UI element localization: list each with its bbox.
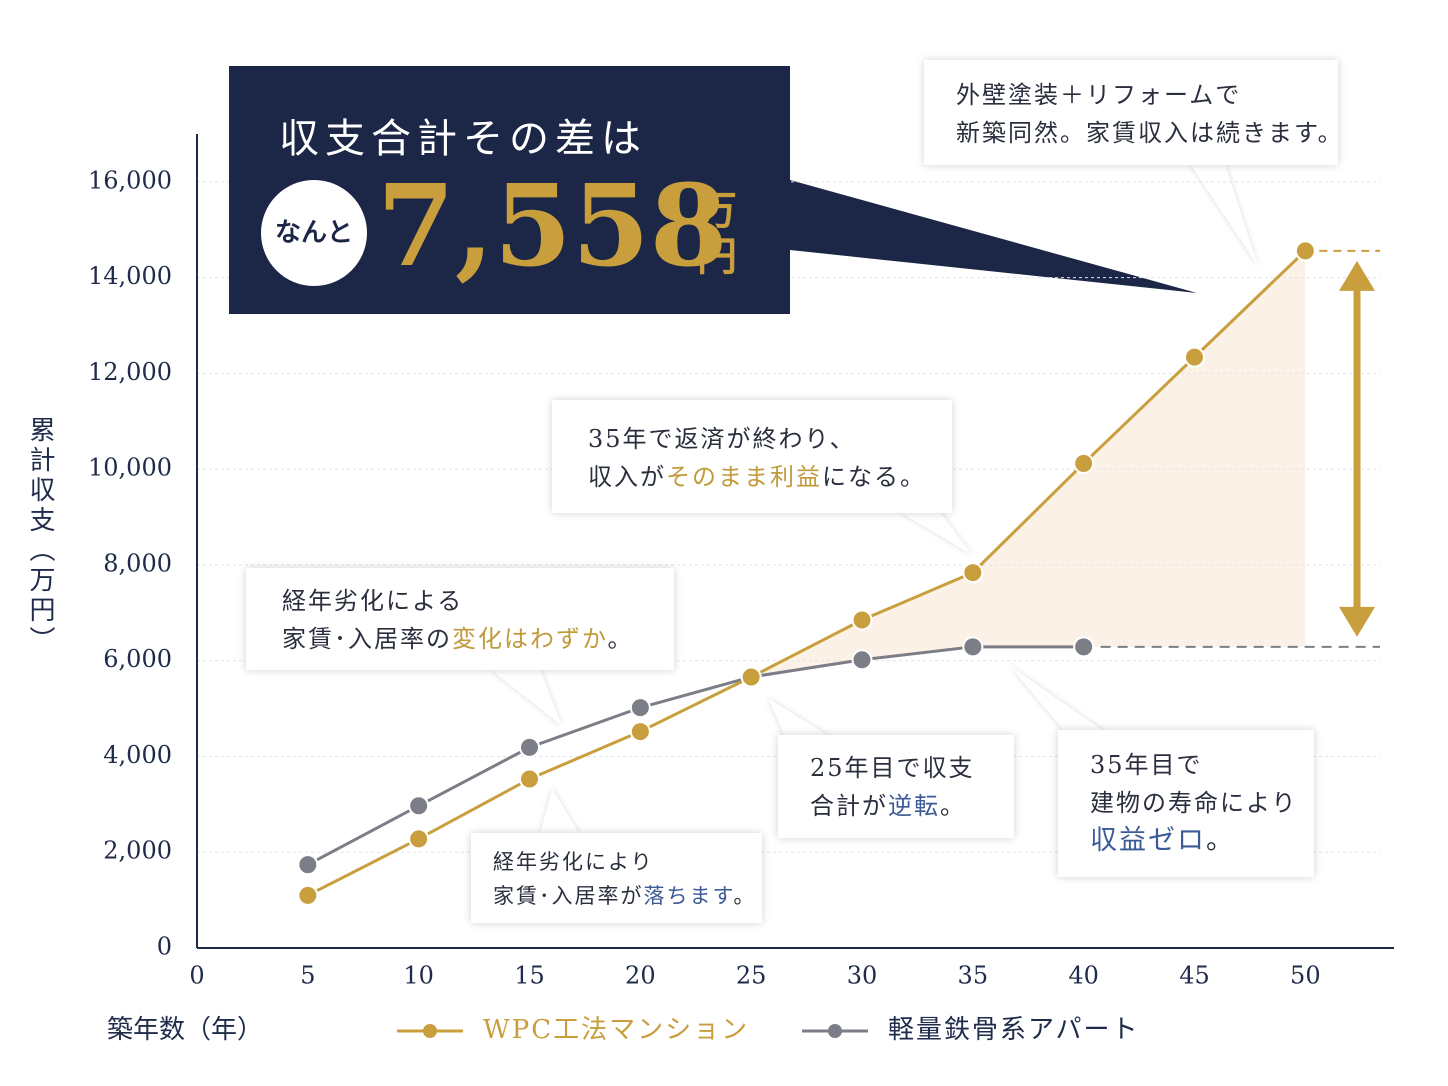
highlight: 変化はわずか: [452, 625, 608, 653]
y-tick-label: 6,000: [103, 645, 172, 673]
data-point: [297, 854, 319, 876]
text: 25年目で収支: [810, 754, 975, 782]
y-tick-label: 10,000: [88, 454, 172, 482]
x-tick-label: 0: [189, 962, 204, 990]
data-point: [408, 828, 430, 850]
callout-wedge: [790, 180, 1197, 293]
data-point: [962, 636, 984, 658]
line: 合計が逆転。: [810, 787, 1014, 825]
text: 。: [733, 884, 757, 908]
callout-tails: [490, 164, 1258, 835]
line: 経年劣化による: [282, 582, 674, 620]
headline-prefix: なんと: [261, 180, 367, 286]
series-line: [307, 645, 1084, 867]
data-point: [629, 721, 651, 743]
arrow-head: [1339, 260, 1375, 291]
x-tick-label: 35: [958, 962, 989, 990]
x-tick-label: 5: [300, 962, 315, 990]
highlight: 逆転: [888, 792, 940, 820]
text: 35年目で: [1090, 751, 1203, 779]
data-point: [1294, 240, 1316, 262]
text: 収入が: [588, 463, 666, 491]
data-point: [297, 884, 319, 906]
text: 。: [1206, 825, 1235, 856]
y-tick-label: 0: [157, 933, 172, 961]
y-tick-label: 2,000: [103, 837, 172, 865]
highlight: 収益ゼロ: [1090, 825, 1206, 856]
annotation: 35年で返済が終わり、 収入がそのまま利益になる。: [552, 400, 952, 513]
text: 経年劣化による: [282, 587, 464, 615]
gap-area: [751, 250, 1306, 677]
annotation: 経年劣化により 家賃･入居率が落ちます。: [471, 833, 762, 923]
y-tick-label: 16,000: [88, 166, 172, 194]
x-tick-label: 40: [1068, 962, 1099, 990]
x-tick-label: 20: [625, 962, 656, 990]
y-tick-label: 12,000: [88, 358, 172, 386]
text: 経年劣化により: [493, 850, 654, 874]
y-tick-label: 14,000: [88, 262, 172, 290]
text: 家賃･入居率の: [282, 625, 452, 653]
x-tick-label: 15: [514, 962, 545, 990]
y-axis-label: 累計収支（万円）: [25, 416, 55, 656]
line: 35年で返済が終わり、: [588, 420, 952, 458]
headline-unit: 万円: [697, 187, 737, 280]
highlight: そのまま利益: [666, 463, 822, 491]
data-point: [519, 768, 540, 790]
data-point: [851, 649, 873, 671]
line: 建物の寿命により: [1090, 784, 1314, 822]
data-point: [1073, 636, 1095, 658]
line: 外壁塗装＋リフォームで: [956, 76, 1338, 114]
data-point: [962, 562, 984, 584]
x-tick-label: 50: [1290, 962, 1321, 990]
headline-box: 収支合計その差は なんと 7,558 万円: [229, 66, 790, 314]
line: 収入がそのまま利益になる。: [588, 458, 952, 496]
data-point: [519, 736, 540, 758]
annotation: 25年目で収支 合計が逆転。: [778, 735, 1014, 838]
legend-dot: [828, 1024, 842, 1038]
series-line: [307, 249, 1307, 897]
data-point: [629, 697, 651, 719]
text: 新築同然。家賃収入は続きます。: [956, 119, 1344, 147]
data-point: [851, 609, 873, 631]
line: 家賃･入居率の変化はわずか。: [282, 620, 674, 658]
x-tick-label: 25: [736, 962, 767, 990]
legend-label: 軽量鉄骨系アパート: [888, 1015, 1139, 1045]
text: になる。: [822, 463, 926, 491]
data-point: [1073, 452, 1095, 474]
line: 25年目で収支: [810, 749, 1014, 787]
y-tick-label: 4,000: [103, 741, 172, 769]
text: 家賃･入居率が: [493, 884, 644, 908]
text: 。: [940, 792, 966, 820]
legend-label: WPC工法マンション: [483, 1015, 749, 1045]
text: 建物の寿命により: [1090, 789, 1298, 817]
line: 新築同然。家賃収入は続きます。: [956, 114, 1342, 152]
line: 35年目で: [1090, 746, 1314, 784]
x-tick-label: 10: [403, 962, 434, 990]
arrow-head: [1339, 606, 1375, 637]
x-tick-label: 30: [847, 962, 878, 990]
annotation: 外壁塗装＋リフォームで 新築同然。家賃収入は続きます。: [924, 60, 1342, 165]
highlight: 落ちます: [643, 884, 734, 908]
x-tick-label: 45: [1179, 962, 1210, 990]
data-point: [740, 666, 762, 688]
legend-dot: [423, 1024, 437, 1038]
y-tick-label: 8,000: [103, 549, 172, 577]
line: 家賃･入居率が落ちます。: [493, 879, 762, 913]
text: 外壁塗装＋リフォームで: [956, 81, 1242, 109]
x-axis-label: 築年数（年）: [107, 1015, 263, 1045]
data-point: [1184, 346, 1205, 368]
text: 。: [607, 625, 634, 653]
headline-title: 収支合計その差は: [279, 116, 647, 162]
annotation: 35年目で 建物の寿命により 収益ゼロ。: [1058, 730, 1314, 877]
text: 35年で返済が終わり、: [588, 425, 856, 453]
headline-amount: 7,558: [377, 161, 728, 292]
text: 合計が: [810, 792, 888, 820]
data-point: [408, 795, 430, 817]
line: 経年劣化により: [493, 845, 762, 879]
line: 収益ゼロ。: [1090, 822, 1314, 860]
annotation: 経年劣化による 家賃･入居率の変化はわずか。: [246, 568, 674, 670]
